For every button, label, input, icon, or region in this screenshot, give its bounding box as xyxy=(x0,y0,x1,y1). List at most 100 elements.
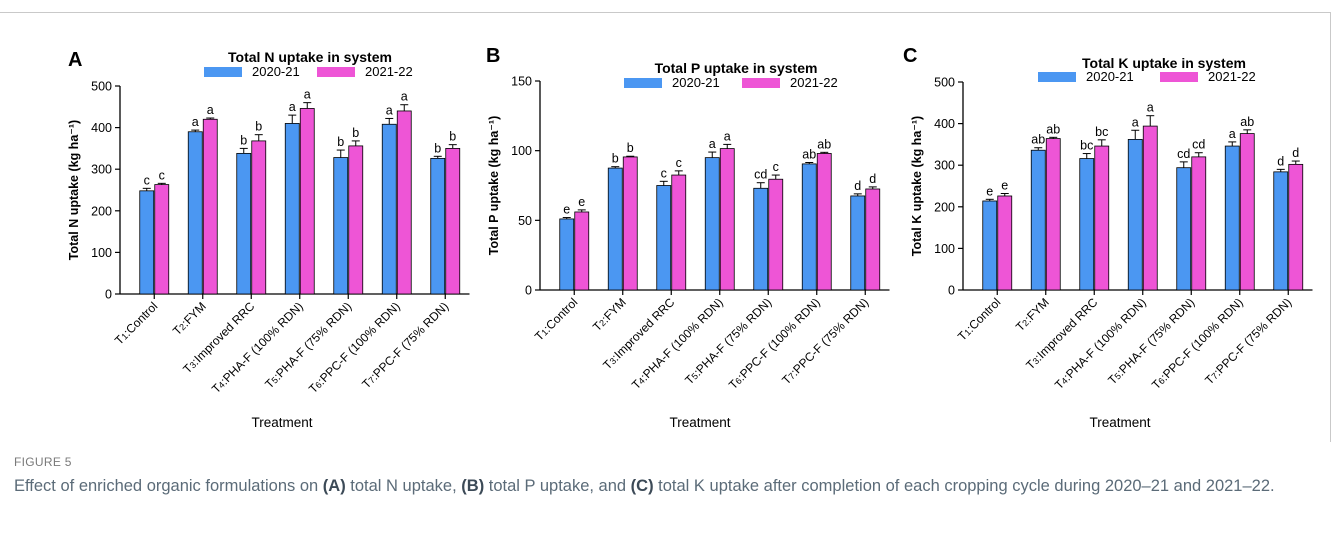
bar-2021-22-3 xyxy=(1094,145,1110,291)
figure-label: FIGURE 5 xyxy=(14,455,72,469)
bar-2021-22-6 xyxy=(396,110,412,295)
y-tick-label: 150 xyxy=(511,75,532,89)
chart-title: Total P uptake in system xyxy=(655,60,818,76)
significance-letter: c xyxy=(773,160,779,174)
bar-2020-21-3 xyxy=(1079,158,1095,291)
significance-letter: b xyxy=(449,130,456,144)
bar-2021-22-2 xyxy=(1045,138,1061,291)
x-tick-label: T7:PPC-F (75% RDN) xyxy=(359,299,451,391)
legend-2021-22-label: 2021-22 xyxy=(790,75,838,90)
bar-2021-22-1 xyxy=(997,195,1013,291)
legend-2021-22-swatch xyxy=(317,67,355,77)
x-tick-label: T5:PHA-F (75% RDN) xyxy=(1105,295,1197,387)
significance-letter: ab xyxy=(1031,133,1045,147)
significance-letter: c xyxy=(159,168,165,182)
significance-letter: e xyxy=(578,195,585,209)
significance-letter: b xyxy=(352,126,359,140)
significance-letter: e xyxy=(1001,178,1008,192)
significance-letter: ab xyxy=(1046,122,1060,136)
bar-2021-22-3 xyxy=(251,140,267,295)
significance-letter: a xyxy=(207,103,214,117)
bar-2020-21-3 xyxy=(236,152,252,295)
bar-2020-21-5 xyxy=(333,157,349,295)
x-tick-label: T5:PHA-F (75% RDN) xyxy=(682,295,774,387)
bar-2021-22-7 xyxy=(865,188,881,291)
y-tick-label: 50 xyxy=(518,214,532,228)
significance-letter: b xyxy=(612,152,619,166)
caption-panel-b: (B) xyxy=(461,477,485,495)
bar-2021-22-6 xyxy=(1239,133,1255,291)
y-tick-label: 0 xyxy=(948,284,955,298)
significance-letter: ab xyxy=(1240,115,1254,129)
caption-panel-c: (C) xyxy=(630,477,654,495)
legend-2020-21-label: 2020-21 xyxy=(252,64,300,79)
bar-2020-21-7 xyxy=(1273,171,1289,291)
significance-letter: e xyxy=(986,184,993,198)
y-tick-label: 500 xyxy=(934,76,955,90)
significance-letter: bc xyxy=(1095,125,1108,139)
chart-title: Total N uptake in system xyxy=(228,49,392,65)
bar-2020-21-4 xyxy=(704,157,720,291)
legend-2021-22-label: 2021-22 xyxy=(1208,69,1256,84)
bar-2021-22-2 xyxy=(202,118,218,295)
significance-letter: ab xyxy=(802,148,816,162)
significance-letter: cd xyxy=(754,168,767,182)
significance-letter: d xyxy=(854,179,861,193)
bar-2021-22-5 xyxy=(768,178,784,291)
legend-2021-22-swatch xyxy=(742,78,780,88)
significance-letter: c xyxy=(676,156,682,170)
x-tick-label: T5:PHA-F (75% RDN) xyxy=(262,299,354,391)
y-tick-label: 100 xyxy=(511,144,532,158)
x-tick-label: T2:FYM xyxy=(170,299,209,338)
bar-2021-22-1 xyxy=(154,184,170,295)
y-tick-label: 300 xyxy=(934,159,955,173)
bar-2021-22-5 xyxy=(1191,156,1207,291)
bar-2020-21-6 xyxy=(1224,145,1240,291)
significance-letter: b xyxy=(255,120,262,134)
bar-2020-21-1 xyxy=(559,218,575,291)
bar-2020-21-2 xyxy=(1030,149,1046,291)
y-axis-label: Total N uptake (kg ha⁻¹) xyxy=(67,120,81,260)
significance-letter: a xyxy=(1132,115,1139,129)
x-axis-label: Treatment xyxy=(251,415,312,430)
y-tick-label: 100 xyxy=(91,246,112,260)
bar-2021-22-4 xyxy=(299,108,315,295)
y-tick-label: 400 xyxy=(934,117,955,131)
significance-letter: c xyxy=(661,166,667,180)
y-tick-label: 300 xyxy=(91,163,112,177)
bar-2021-22-7 xyxy=(445,147,461,295)
bar-2020-21-3 xyxy=(656,185,672,291)
legend-2020-21-label: 2020-21 xyxy=(1086,69,1134,84)
legend-2020-21-label: 2020-21 xyxy=(672,75,720,90)
x-tick-label: T7:PPC-F (75% RDN) xyxy=(779,295,871,387)
bar-2020-21-6 xyxy=(381,123,397,295)
significance-letter: b xyxy=(337,135,344,149)
legend-2021-22-swatch xyxy=(1160,72,1198,82)
significance-letter: ab xyxy=(817,137,831,151)
bar-2020-21-2 xyxy=(607,167,623,291)
x-tick-label: T2:FYM xyxy=(1013,295,1052,334)
caption-panel-a: (A) xyxy=(322,477,346,495)
significance-letter: a xyxy=(709,137,716,151)
bar-2020-21-4 xyxy=(284,123,300,295)
significance-letter: b xyxy=(240,133,247,147)
significance-letter: a xyxy=(401,90,408,104)
y-tick-label: 0 xyxy=(105,288,112,302)
bar-2020-21-1 xyxy=(139,190,155,295)
x-tick-label: T6:PPC-F (100% RDN) xyxy=(306,299,403,396)
bar-2021-22-5 xyxy=(348,145,364,295)
bar-2021-22-6 xyxy=(816,153,832,291)
significance-letter: a xyxy=(1229,127,1236,141)
y-tick-label: 400 xyxy=(91,121,112,135)
bar-2021-22-7 xyxy=(1288,163,1304,291)
bar-2020-21-7 xyxy=(430,157,446,295)
significance-letter: b xyxy=(627,141,634,155)
x-tick-label: T4:PHA-F (100% RDN) xyxy=(1052,295,1149,392)
significance-letter: d xyxy=(869,172,876,186)
y-tick-label: 100 xyxy=(934,242,955,256)
y-axis-label: Total P uptake (kg ha⁻¹) xyxy=(487,116,501,255)
caption-text-0: Effect of enriched organic formulations … xyxy=(14,477,323,495)
y-axis-label: Total K uptake (kg ha⁻¹) xyxy=(910,116,924,256)
